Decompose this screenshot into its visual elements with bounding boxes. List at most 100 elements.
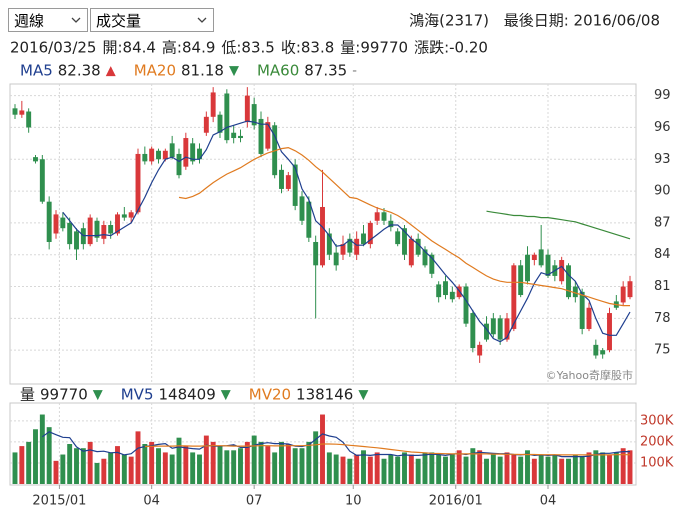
- candle-body: [142, 153, 148, 162]
- candle-body: [586, 307, 592, 329]
- indicator-value: 成交量: [96, 12, 142, 30]
- candle-body: [67, 222, 73, 245]
- candle-body: [231, 132, 237, 139]
- legend-arrow: ▼: [358, 388, 368, 403]
- volume-bar: [620, 448, 626, 484]
- y-tick-label: 84: [654, 247, 671, 262]
- y-tick-label: 87: [654, 215, 671, 230]
- y-tick-label: 93: [654, 152, 671, 167]
- candle-body: [381, 212, 387, 221]
- volume-bar: [101, 458, 107, 484]
- y-tick-label: 81: [654, 279, 671, 294]
- candle-body: [19, 110, 25, 115]
- legend-name: MA60: [257, 62, 299, 80]
- candle-body: [422, 249, 428, 266]
- candle-body: [613, 301, 619, 308]
- legend-arrow: ▼: [93, 388, 103, 403]
- candle-body: [429, 254, 435, 274]
- candle-body: [128, 212, 134, 218]
- volume-bar: [572, 454, 578, 484]
- volume-bar: [443, 456, 448, 484]
- candle-body: [94, 220, 100, 238]
- candle-body: [402, 228, 407, 255]
- volume-bar: [627, 450, 633, 484]
- volume-bar: [210, 441, 216, 484]
- price-panel: [9, 83, 637, 385]
- volume-bar: [559, 458, 565, 484]
- volume-bar: [279, 441, 284, 484]
- volume-bar: [504, 452, 510, 484]
- candle-body: [354, 238, 360, 255]
- candle-body: [80, 228, 86, 245]
- candle-body: [320, 206, 325, 266]
- volume-bar: [176, 437, 182, 484]
- y-tick-label: 300K: [640, 413, 674, 428]
- candle-body: [115, 214, 120, 234]
- candle-body: [203, 116, 209, 133]
- volume-bar: [156, 448, 161, 484]
- candle-body: [490, 318, 496, 335]
- candle-body: [265, 122, 271, 149]
- legend-value: 99770: [40, 386, 88, 404]
- volume-bar: [374, 452, 380, 484]
- volume-bar: [320, 414, 325, 484]
- candle-body: [436, 284, 442, 298]
- indicator-select[interactable]: 成交量: [90, 8, 214, 32]
- volume-bar: [388, 454, 394, 484]
- candle-body: [224, 93, 230, 141]
- volume-bar: [381, 458, 387, 484]
- x-tick-label: 07: [246, 494, 263, 509]
- volume-bar: [613, 452, 619, 484]
- volume-bar: [46, 427, 52, 484]
- candle-body: [299, 196, 305, 221]
- candle-body: [176, 153, 182, 176]
- mv-line: [41, 431, 630, 458]
- volume-bar: [449, 454, 455, 484]
- volume-bar: [74, 448, 79, 484]
- volume-bar: [33, 429, 38, 484]
- volume-bar: [39, 414, 45, 484]
- candle-body: [511, 265, 517, 329]
- mv-line: [144, 443, 630, 456]
- volume-bar: [470, 448, 476, 484]
- info-item: 開:84.4: [102, 39, 155, 57]
- volume-bar: [415, 458, 421, 484]
- volume-bar: [566, 458, 571, 484]
- volume-bar: [586, 452, 592, 484]
- volume-bar: [292, 448, 298, 484]
- volume-bar: [511, 454, 517, 484]
- x-tick-label: 04: [540, 494, 557, 509]
- period-select[interactable]: 週線: [8, 8, 88, 32]
- volume-bar: [115, 446, 120, 484]
- volume-bar: [333, 454, 339, 484]
- candle-body: [477, 344, 483, 356]
- candle-body: [33, 157, 38, 162]
- candle-body: [279, 169, 284, 189]
- candle-body: [60, 217, 66, 229]
- candle-body: [497, 318, 503, 340]
- candle-body: [449, 291, 455, 300]
- volume-bar: [121, 454, 127, 484]
- volume-bar: [244, 441, 250, 484]
- candle-body: [463, 286, 469, 324]
- candle-body: [313, 241, 319, 266]
- candle-body: [579, 291, 585, 329]
- volume-bar: [402, 452, 407, 484]
- chevron: [71, 17, 81, 23]
- ma-line: [178, 146, 630, 307]
- volume-bar: [231, 450, 237, 484]
- ma-line: [62, 120, 631, 343]
- volume-bar: [142, 444, 148, 484]
- volume-bar: [224, 450, 230, 484]
- y-tick-label: 75: [654, 343, 671, 358]
- candle-body: [443, 281, 448, 296]
- legend-value: 138146: [296, 386, 353, 404]
- y-tick-label: 78: [654, 311, 671, 326]
- volume-bar: [326, 452, 332, 484]
- volume-bar: [538, 454, 544, 484]
- candle-body: [552, 265, 558, 276]
- legend-value: 82.38: [58, 62, 101, 80]
- volume-bar: [135, 431, 141, 484]
- info-item: 高:84.9: [162, 39, 215, 57]
